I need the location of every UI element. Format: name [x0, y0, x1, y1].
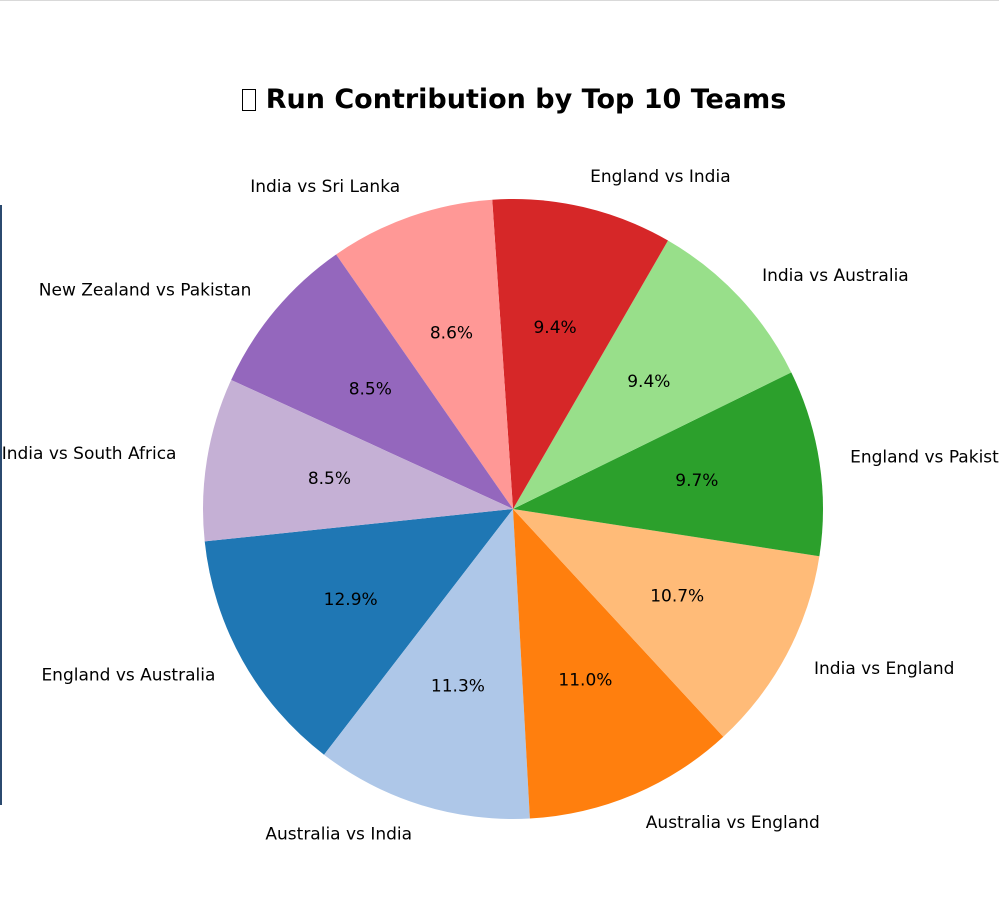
pie-category-label: England vs Australia	[41, 665, 215, 685]
pie-percent-label: 8.5%	[349, 380, 392, 400]
pie-percent-label: 8.5%	[308, 469, 351, 489]
pie-category-label: England vs Pakistan	[850, 447, 999, 467]
missing-glyph-icon	[241, 89, 256, 111]
pie-percent-label: 11.3%	[431, 677, 485, 697]
pie-slice-england-vs-india	[492, 199, 668, 509]
pie-category-label: India vs South Africa	[2, 444, 177, 464]
pie-slices	[203, 199, 823, 819]
pie-slice-england-vs-pakistan	[513, 372, 823, 557]
pie-percent-label: 9.4%	[533, 318, 576, 338]
pie-category-label: Australia vs England	[646, 813, 820, 833]
pie-category-label: India vs England	[814, 659, 954, 679]
pie-slice-new-zealand-vs-pakistan	[231, 254, 513, 509]
pie-category-label: India vs Sri Lanka	[250, 177, 400, 197]
pie-percent-label: 10.7%	[650, 586, 704, 606]
pie-slice-india-vs-england	[513, 509, 820, 737]
figure-top-edge	[0, 0, 999, 1]
pie-category-labels: England vs Australia Australia vs India Au…	[2, 167, 999, 845]
pie-percent-label: 9.7%	[675, 471, 718, 491]
pie-slice-australia-vs-india	[324, 509, 530, 819]
pie-percent-label: 8.6%	[430, 323, 473, 343]
pie-slice-india-vs-south-africa	[203, 379, 513, 542]
pie-category-label: New Zealand vs Pakistan	[39, 280, 252, 300]
pie-percent-label: 12.9%	[324, 590, 378, 610]
pie-category-label: India vs Australia	[762, 266, 909, 286]
pie-percent-label: 11.0%	[558, 670, 612, 690]
pie-slice-england-vs-australia	[204, 509, 513, 755]
pie-category-label: Australia vs India	[265, 825, 412, 845]
pie-percent-label: 9.4%	[627, 372, 670, 392]
chart-title-row: Run Contribution by Top 10 Teams	[0, 84, 999, 115]
figure-left-edge	[0, 205, 2, 805]
pie-slice-australia-vs-england	[513, 509, 724, 819]
pie-category-label: England vs India	[590, 167, 730, 187]
pie-slice-india-vs-australia	[513, 240, 792, 509]
chart-title: Run Contribution by Top 10 Teams	[265, 84, 787, 115]
pie-slice-india-vs-sri-lanka	[336, 199, 513, 509]
pie-percent-labels: 12.9% 11.3% 11.0% 10.7% 9.7% 9.4% 9.4% 8.6% 8.5%…	[308, 318, 719, 697]
